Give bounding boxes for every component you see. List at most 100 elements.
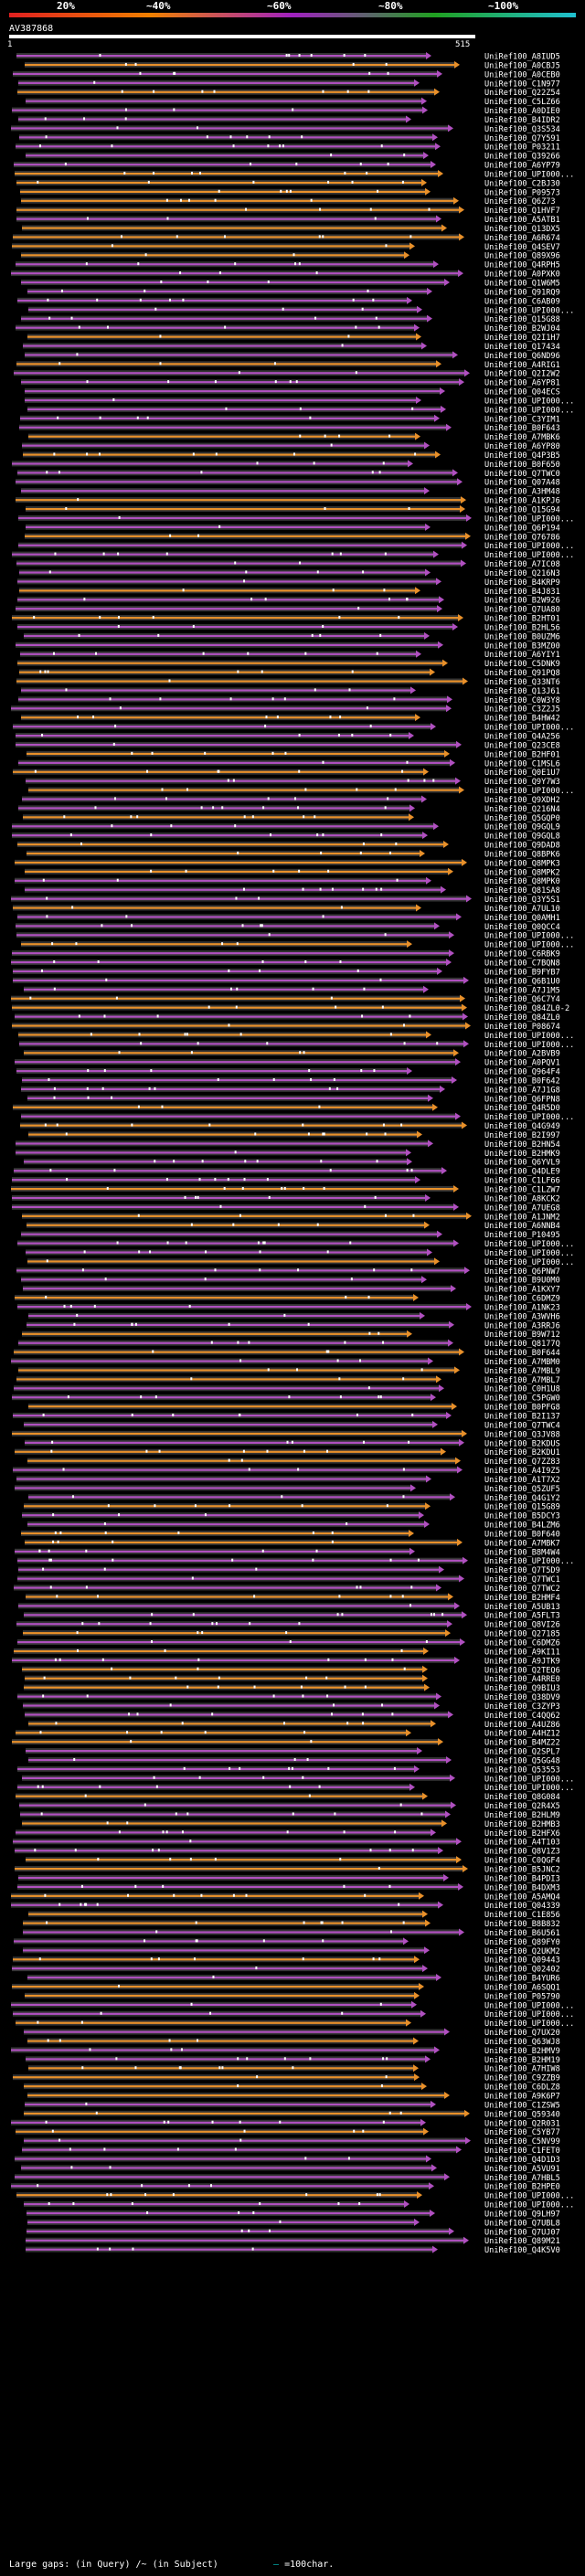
hit-label[interactable]: UniRef100_UPI000... <box>484 170 574 179</box>
hit-label[interactable]: UniRef100_Q23CE8 <box>484 741 560 750</box>
hit-label[interactable]: UniRef100_Q84ZL0 <box>484 1013 560 1023</box>
hit-label[interactable]: UniRef100_B9U0M0 <box>484 1277 560 1286</box>
hit-label[interactable]: UniRef100_A1JNM2 <box>484 1213 560 1222</box>
hit-label[interactable]: UniRef100_Q81SA8 <box>484 886 560 896</box>
hit-label[interactable]: UniRef100_A0PQV1 <box>484 1059 560 1068</box>
hit-label[interactable]: UniRef100_Q9LH97 <box>484 2210 560 2219</box>
hit-label[interactable]: UniRef100_C1LZW7 <box>484 1186 560 1195</box>
hit-label[interactable]: UniRef100_UPI000... <box>484 514 574 524</box>
hit-label[interactable]: UniRef100_Q7Y591 <box>484 134 560 143</box>
hit-label[interactable]: UniRef100_A6YP79 <box>484 162 560 171</box>
hit-label[interactable]: UniRef100_Q6Z73 <box>484 197 556 207</box>
hit-label[interactable]: UniRef100_Q6FPN8 <box>484 1095 560 1104</box>
hit-label[interactable]: UniRef100_B0F644 <box>484 1349 560 1358</box>
hit-label[interactable]: UniRef100_Q6B1U0 <box>484 977 560 986</box>
hit-label[interactable]: UniRef100_Q8MPK0 <box>484 877 560 886</box>
hit-label[interactable]: UniRef100_Q216N4 <box>484 805 560 814</box>
hit-label[interactable]: UniRef100_A7UEG8 <box>484 1203 560 1213</box>
hit-label[interactable]: UniRef100_A4T103 <box>484 1839 560 1848</box>
hit-label[interactable]: UniRef100_Q964F4 <box>484 1068 560 1077</box>
hit-label[interactable]: UniRef100_A2BVB9 <box>484 1050 560 1059</box>
hit-label[interactable]: UniRef100_Q4K5V0 <box>484 2246 560 2255</box>
hit-label[interactable]: UniRef100_C3Z2J5 <box>484 705 560 715</box>
hit-label[interactable]: UniRef100_Q89FY0 <box>484 1938 560 1947</box>
hit-label[interactable]: UniRef100_A5FLT3 <box>484 1612 560 1621</box>
hit-label[interactable]: UniRef100_Q2SPL7 <box>484 1748 560 1757</box>
hit-label[interactable]: UniRef100_C1LF66 <box>484 1177 560 1186</box>
hit-label[interactable]: UniRef100_Q15G94 <box>484 506 560 515</box>
hit-label[interactable]: UniRef100_C5YB77 <box>484 2128 560 2137</box>
hit-label[interactable]: UniRef100_B4KRP9 <box>484 578 560 588</box>
hit-label[interactable]: UniRef100_B9FYB7 <box>484 968 560 977</box>
hit-label[interactable]: UniRef100_Q8BPK6 <box>484 850 560 859</box>
hit-label[interactable]: UniRef100_C1N977 <box>484 80 560 89</box>
hit-label[interactable]: UniRef100_Q04339 <box>484 1902 560 1911</box>
hit-label[interactable]: UniRef100_Q07A48 <box>484 479 560 488</box>
hit-label[interactable]: UniRef100_B8B832 <box>484 1920 560 1929</box>
hit-label[interactable]: UniRef100_Q0QCC4 <box>484 923 560 932</box>
hit-label[interactable]: UniRef100_B0F650 <box>484 461 560 470</box>
hit-label[interactable]: UniRef100_B0UZM6 <box>484 632 560 641</box>
hit-label[interactable]: UniRef100_Q91PQ8 <box>484 669 560 678</box>
hit-label[interactable]: UniRef100_Q4P3B5 <box>484 451 560 461</box>
hit-label[interactable]: UniRef100_Q84ZL0-2 <box>484 1004 569 1013</box>
hit-label[interactable]: UniRef100_Q59340 <box>484 2110 560 2119</box>
hit-label[interactable]: UniRef100_P09573 <box>484 188 560 197</box>
hit-label[interactable]: UniRef100_Q2I1H7 <box>484 334 560 343</box>
hit-label[interactable]: UniRef100_Q1W6M5 <box>484 280 560 289</box>
hit-label[interactable]: UniRef100_A0PXK0 <box>484 270 560 280</box>
hit-label[interactable]: UniRef100_UPI000... <box>484 1784 574 1793</box>
hit-label[interactable]: UniRef100_Q09443 <box>484 1956 560 1966</box>
hit-label[interactable]: UniRef100_Q7UBL8 <box>484 2219 560 2228</box>
hit-label[interactable]: UniRef100_B2I997 <box>484 1131 560 1140</box>
hit-label[interactable]: UniRef100_Q2R4X5 <box>484 1802 560 1811</box>
hit-label[interactable]: UniRef100_Q7TWC2 <box>484 1585 560 1594</box>
hit-label[interactable]: UniRef100_A7MBM0 <box>484 1358 560 1367</box>
hit-label[interactable]: UniRef100_B5JNC2 <box>484 1866 560 1875</box>
hit-label[interactable]: UniRef100_UPI000... <box>484 1775 574 1784</box>
hit-label[interactable]: UniRef100_UPI000... <box>484 1557 574 1566</box>
hit-label[interactable]: UniRef100_Q53553 <box>484 1765 560 1775</box>
hit-label[interactable]: UniRef100_Q76786 <box>484 533 560 542</box>
hit-label[interactable]: UniRef100_Q9DAD8 <box>484 842 560 851</box>
hit-label[interactable]: UniRef100_C5PGW0 <box>484 1394 560 1404</box>
hit-label[interactable]: UniRef100_Q7TWC4 <box>484 1421 560 1430</box>
hit-label[interactable]: UniRef100_UPI000... <box>484 551 574 560</box>
hit-label[interactable]: UniRef100_A6YP80 <box>484 442 560 451</box>
hit-label[interactable]: UniRef100_A3RRJ6 <box>484 1321 560 1330</box>
hit-label[interactable]: UniRef100_A0CBJ5 <box>484 61 560 70</box>
hit-label[interactable]: UniRef100_C6RBK9 <box>484 950 560 959</box>
hit-label[interactable]: UniRef100_A7MBL9 <box>484 1367 560 1376</box>
hit-label[interactable]: UniRef100_B2HLM9 <box>484 1811 560 1820</box>
hit-label[interactable]: UniRef100_A4UZ86 <box>484 1721 560 1730</box>
hit-label[interactable]: UniRef100_C0H1U8 <box>484 1385 560 1394</box>
hit-label[interactable]: UniRef100_A0CEB0 <box>484 70 560 80</box>
hit-label[interactable]: UniRef100_B4J831 <box>484 588 560 597</box>
hit-label[interactable]: UniRef100_Q9GQL8 <box>484 832 560 842</box>
hit-label[interactable]: UniRef100_A6SQQ1 <box>484 1983 560 1992</box>
hit-label[interactable]: UniRef100_B4DXM3 <box>484 1883 560 1892</box>
hit-label[interactable]: UniRef100_A3HM48 <box>484 488 560 497</box>
hit-label[interactable]: UniRef100_C6DMZ6 <box>484 1639 560 1648</box>
hit-label[interactable]: UniRef100_UPI000... <box>484 787 574 796</box>
hit-label[interactable]: UniRef100_P03211 <box>484 143 560 153</box>
hit-label[interactable]: UniRef100_Q3S534 <box>484 125 560 134</box>
hit-label[interactable]: UniRef100_UPI000... <box>484 2192 574 2201</box>
hit-label[interactable]: UniRef100_C2BJ30 <box>484 179 560 188</box>
hit-label[interactable]: UniRef100_A0DIE0 <box>484 107 560 116</box>
hit-label[interactable]: UniRef100_Q5GG48 <box>484 1756 560 1765</box>
hit-label[interactable]: UniRef100_B0PFG8 <box>484 1404 560 1413</box>
hit-label[interactable]: UniRef100_B5DCY3 <box>484 1512 560 1521</box>
hit-label[interactable]: UniRef100_Q8177Q <box>484 1340 560 1349</box>
hit-label[interactable]: UniRef100_Q22Z54 <box>484 89 560 98</box>
hit-label[interactable]: UniRef100_A7UL10 <box>484 905 560 914</box>
hit-label[interactable]: UniRef100_Q6P194 <box>484 524 560 533</box>
hit-label[interactable]: UniRef100_Q9BIU3 <box>484 1684 560 1693</box>
hit-label[interactable]: UniRef100_Q27185 <box>484 1630 560 1639</box>
hit-label[interactable]: UniRef100_B3MZ00 <box>484 641 560 651</box>
hit-label[interactable]: UniRef100_Q63WJ8 <box>484 2038 560 2047</box>
hit-label[interactable]: UniRef100_Q91RQ9 <box>484 288 560 297</box>
hit-label[interactable]: UniRef100_Q3JV88 <box>484 1430 560 1439</box>
hit-label[interactable]: UniRef100_A6R674 <box>484 234 560 243</box>
hit-label[interactable]: UniRef100_UPI000... <box>484 542 574 551</box>
